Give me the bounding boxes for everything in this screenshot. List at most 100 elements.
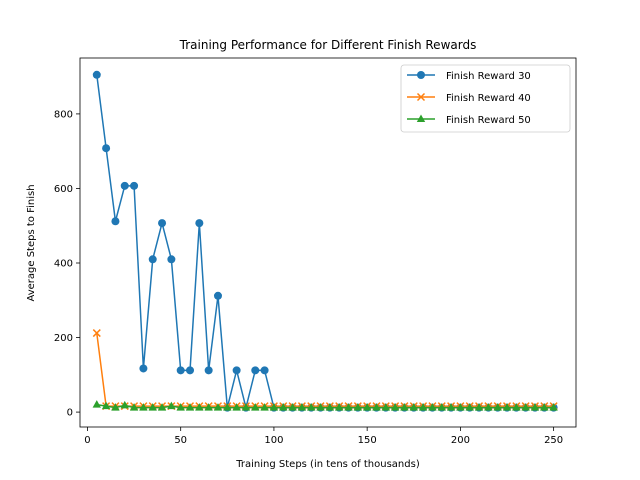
legend-label: Finish Reward 30 xyxy=(446,71,531,82)
data-point xyxy=(232,366,241,375)
data-point xyxy=(307,403,316,411)
data-point xyxy=(185,403,195,411)
data-point xyxy=(260,403,269,411)
data-point xyxy=(512,403,521,411)
data-point xyxy=(223,403,232,411)
data-point-stroke-b xyxy=(92,329,101,338)
y-tick-label: 200 xyxy=(54,333,73,344)
data-point xyxy=(437,403,446,411)
legend-marker xyxy=(417,71,425,79)
data-point xyxy=(540,403,549,411)
data-point xyxy=(279,403,288,411)
plot-area xyxy=(92,70,558,412)
x-axis-label: Training Steps (in tens of thousands) xyxy=(235,459,420,470)
data-point xyxy=(167,255,176,264)
data-point xyxy=(521,403,530,411)
data-point xyxy=(101,401,111,410)
x-tick-label: 250 xyxy=(544,435,563,446)
x-axis: 0 50 100 150 200 250 xyxy=(84,427,563,446)
data-point xyxy=(390,403,400,411)
data-point xyxy=(176,403,185,411)
data-point xyxy=(381,403,391,411)
data-point xyxy=(372,403,381,411)
y-tick-label: 400 xyxy=(54,259,73,270)
data-point xyxy=(139,403,148,411)
data-point xyxy=(418,403,428,411)
data-point xyxy=(316,403,325,411)
legend-marker xyxy=(416,92,426,102)
data-point xyxy=(92,329,101,338)
data-point xyxy=(111,217,120,226)
data-point xyxy=(120,181,129,190)
data-point xyxy=(251,366,260,375)
data-point xyxy=(195,219,204,228)
data-point xyxy=(213,291,222,300)
data-point xyxy=(232,403,241,411)
data-point xyxy=(297,403,307,411)
series-3 xyxy=(92,400,558,411)
data-point xyxy=(465,403,474,411)
data-point xyxy=(362,403,372,411)
y-axis: 0 200 400 600 800 xyxy=(54,109,80,419)
x-tick-label: 100 xyxy=(264,435,283,446)
legend-item: Finish Reward 40 xyxy=(407,92,531,104)
data-point xyxy=(111,403,120,411)
data-point xyxy=(129,403,139,411)
data-point xyxy=(409,403,418,411)
data-point xyxy=(195,403,204,411)
x-tick-label: 0 xyxy=(84,435,90,446)
legend-marker xyxy=(416,114,426,122)
y-axis-label: Average Steps to Finish xyxy=(26,184,37,301)
data-point xyxy=(400,403,409,411)
data-point xyxy=(325,403,335,411)
data-point xyxy=(148,255,157,264)
data-point xyxy=(120,400,129,409)
chart-title: Training Performance for Different Finis… xyxy=(179,38,477,52)
data-point xyxy=(213,403,223,411)
data-point xyxy=(353,403,363,411)
data-point xyxy=(260,366,269,375)
data-point xyxy=(334,403,344,411)
data-point xyxy=(167,401,176,410)
data-point xyxy=(148,403,157,411)
data-point xyxy=(493,403,502,411)
y-tick-label: 800 xyxy=(54,109,73,120)
data-point xyxy=(186,366,195,375)
y-tick-label: 600 xyxy=(54,184,73,195)
data-point xyxy=(288,403,297,411)
data-point xyxy=(102,144,111,153)
data-point xyxy=(251,403,260,411)
data-point xyxy=(241,403,251,411)
legend-item: Finish Reward 30 xyxy=(407,71,531,82)
data-point xyxy=(204,366,213,375)
data-point xyxy=(428,403,437,411)
data-point xyxy=(456,403,465,411)
data-point xyxy=(502,403,512,411)
legend-item: Finish Reward 50 xyxy=(407,114,531,126)
legend-marker-stroke-b xyxy=(416,92,426,102)
data-point xyxy=(139,364,148,373)
data-point xyxy=(130,181,139,190)
y-tick-label: 0 xyxy=(67,408,73,419)
legend: Finish Reward 30 Finish Reward 40 Finish R… xyxy=(400,64,571,133)
data-point xyxy=(549,403,558,411)
data-point xyxy=(92,400,101,408)
data-point xyxy=(157,403,167,411)
data-point xyxy=(269,403,279,411)
data-point xyxy=(92,70,101,79)
legend-label: Finish Reward 50 xyxy=(446,115,531,126)
x-tick-label: 50 xyxy=(174,435,187,446)
plot-frame xyxy=(79,57,577,428)
x-tick-label: 150 xyxy=(358,435,377,446)
data-point xyxy=(176,366,185,375)
legend-label: Finish Reward 40 xyxy=(446,93,531,104)
data-point xyxy=(158,219,167,228)
data-point xyxy=(530,403,540,411)
legend-box xyxy=(400,64,571,133)
data-point xyxy=(484,403,493,411)
x-tick-label: 200 xyxy=(451,435,470,446)
data-point xyxy=(204,403,213,411)
data-point xyxy=(446,403,456,411)
data-point xyxy=(474,403,484,411)
